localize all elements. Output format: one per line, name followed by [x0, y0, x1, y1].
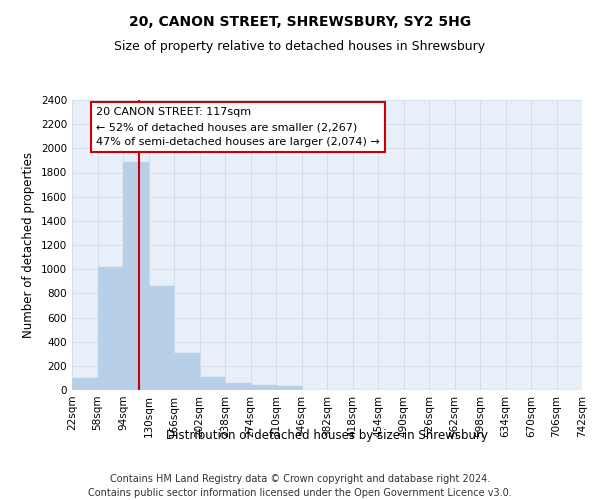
Bar	[225, 384, 251, 390]
Text: 20 CANON STREET: 117sqm
← 52% of detached houses are smaller (2,267)
47% of semi: 20 CANON STREET: 117sqm ← 52% of detache…	[96, 108, 380, 147]
Bar	[123, 162, 149, 390]
Bar	[199, 376, 225, 390]
Bar	[276, 386, 302, 390]
Y-axis label: Number of detached properties: Number of detached properties	[22, 152, 35, 338]
Bar	[251, 385, 276, 390]
Bar	[174, 352, 199, 390]
Text: Contains HM Land Registry data © Crown copyright and database right 2024.
Contai: Contains HM Land Registry data © Crown c…	[88, 474, 512, 498]
Bar	[149, 286, 174, 390]
Bar	[97, 267, 123, 390]
Text: 20, CANON STREET, SHREWSBURY, SY2 5HG: 20, CANON STREET, SHREWSBURY, SY2 5HG	[129, 15, 471, 29]
Text: Size of property relative to detached houses in Shrewsbury: Size of property relative to detached ho…	[115, 40, 485, 53]
Bar	[72, 378, 97, 390]
Text: Distribution of detached houses by size in Shrewsbury: Distribution of detached houses by size …	[166, 428, 488, 442]
